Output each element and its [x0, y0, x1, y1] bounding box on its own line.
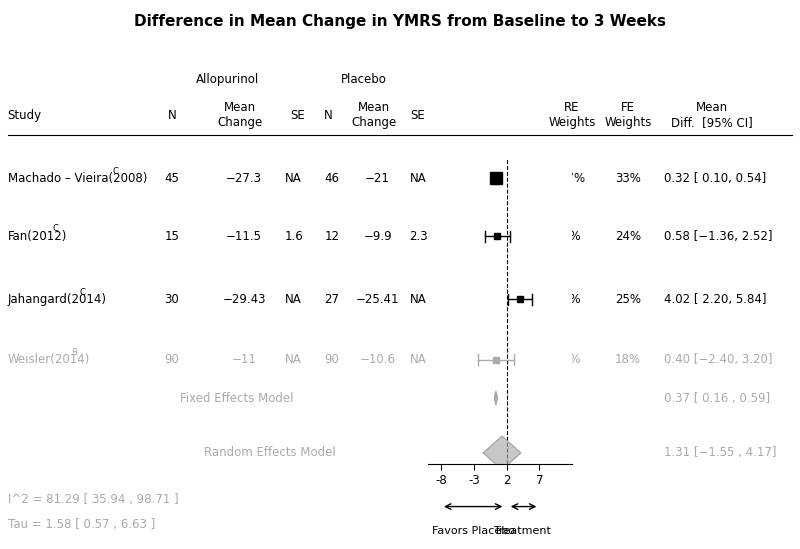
Text: −11.5: −11.5 [226, 229, 262, 243]
Text: Treatment: Treatment [494, 526, 551, 536]
Text: Random Effects Model: Random Effects Model [204, 446, 336, 460]
Text: 1.6: 1.6 [284, 229, 303, 243]
Text: 46: 46 [325, 172, 339, 185]
Text: Fixed Effects Model: Fixed Effects Model [180, 391, 294, 405]
Text: SE: SE [410, 109, 425, 122]
Text: NA: NA [410, 293, 426, 306]
Text: Allopurinol: Allopurinol [196, 73, 260, 86]
Text: N: N [324, 109, 332, 122]
Polygon shape [494, 391, 498, 405]
Text: 30: 30 [165, 293, 179, 306]
Text: 25%: 25% [615, 293, 641, 306]
Text: 0.40 [−2.40, 3.20]: 0.40 [−2.40, 3.20] [664, 353, 773, 366]
Text: NA: NA [286, 353, 302, 366]
Text: NA: NA [410, 172, 426, 185]
Text: 2.3: 2.3 [409, 229, 428, 243]
Text: Weisler(2014): Weisler(2014) [8, 353, 90, 366]
Text: −29.43: −29.43 [222, 293, 266, 306]
Text: 1.31 [−1.55 , 4.17]: 1.31 [−1.55 , 4.17] [664, 446, 777, 460]
Text: C: C [52, 225, 58, 233]
Text: Machado – Vieira(2008): Machado – Vieira(2008) [8, 172, 147, 185]
Text: 27: 27 [325, 293, 339, 306]
Text: 1%: 1% [562, 293, 582, 306]
Text: FE
Weights: FE Weights [604, 101, 652, 130]
Text: Mean
Change: Mean Change [351, 101, 396, 130]
Text: 1%: 1% [562, 353, 582, 366]
Text: I^2 = 81.29 [ 35.94 , 98.71 ]: I^2 = 81.29 [ 35.94 , 98.71 ] [8, 493, 178, 506]
Text: 33%: 33% [615, 172, 641, 185]
Text: 0.32 [ 0.10, 0.54]: 0.32 [ 0.10, 0.54] [664, 172, 766, 185]
Text: C: C [113, 167, 118, 176]
Text: Mean
Change: Mean Change [218, 101, 262, 130]
Text: NA: NA [286, 172, 302, 185]
Text: 18%: 18% [615, 353, 641, 366]
Text: 45: 45 [165, 172, 179, 185]
Text: 4.02 [ 2.20, 5.84]: 4.02 [ 2.20, 5.84] [664, 293, 766, 306]
Text: SE: SE [290, 109, 305, 122]
Text: N: N [168, 109, 176, 122]
Text: −21: −21 [365, 172, 390, 185]
Polygon shape [483, 436, 521, 470]
Text: −11: −11 [231, 353, 257, 366]
Text: 24%: 24% [615, 229, 641, 243]
Text: −10.6: −10.6 [360, 353, 396, 366]
Text: Mean
Diff.  [95% CI]: Mean Diff. [95% CI] [671, 101, 753, 130]
Text: −9.9: −9.9 [363, 229, 392, 243]
Text: 15: 15 [165, 229, 179, 243]
Text: 0.37 [ 0.16 , 0.59]: 0.37 [ 0.16 , 0.59] [664, 391, 770, 405]
Text: Study: Study [7, 109, 41, 122]
Text: NA: NA [286, 293, 302, 306]
Text: Jahangard(2014): Jahangard(2014) [8, 293, 107, 306]
Text: Tau = 1.58 [ 0.57 , 6.63 ]: Tau = 1.58 [ 0.57 , 6.63 ] [8, 518, 155, 531]
Text: −25.41: −25.41 [356, 293, 399, 306]
Text: 1%: 1% [562, 229, 582, 243]
Text: 90: 90 [325, 353, 339, 366]
Text: B: B [70, 348, 77, 357]
Text: −27.3: −27.3 [226, 172, 262, 185]
Text: Fan(2012): Fan(2012) [8, 229, 67, 243]
Text: Favors Placebo: Favors Placebo [432, 526, 515, 536]
Text: C: C [80, 288, 86, 296]
Text: RE
Weights: RE Weights [548, 101, 596, 130]
Text: 0.58 [−1.36, 2.52]: 0.58 [−1.36, 2.52] [664, 229, 773, 243]
Text: 97%: 97% [559, 172, 585, 185]
Text: 12: 12 [325, 229, 339, 243]
Text: NA: NA [410, 353, 426, 366]
Text: Difference in Mean Change in YMRS from Baseline to 3 Weeks: Difference in Mean Change in YMRS from B… [134, 14, 666, 30]
Text: Placebo: Placebo [341, 73, 387, 86]
Text: 90: 90 [165, 353, 179, 366]
